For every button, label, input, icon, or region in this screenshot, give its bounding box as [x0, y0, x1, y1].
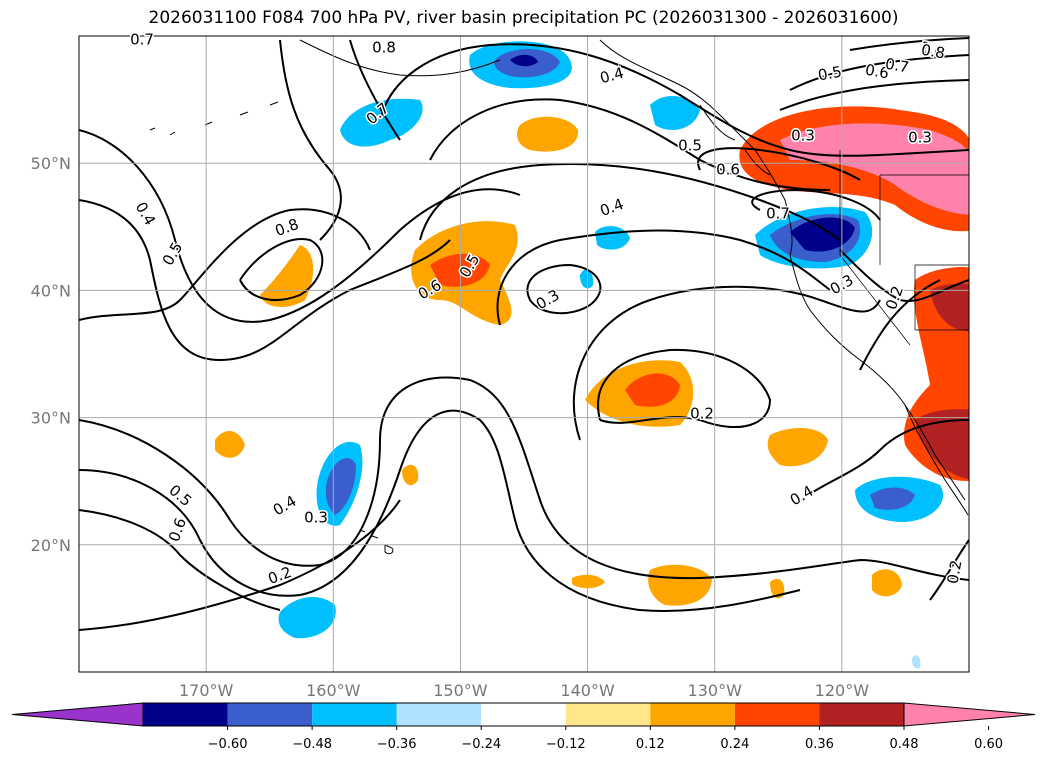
lon-tick-label: 130°W	[688, 681, 743, 700]
lon-tick-label: 160°W	[306, 681, 361, 700]
contour-label: 0.3	[908, 129, 932, 147]
longitude-labels: 170°W 160°W 150°W 140°W 130°W 120°W	[179, 681, 869, 700]
colorbar-segment	[819, 703, 904, 726]
precip-blob-negative	[790, 217, 855, 252]
pv-contour	[239, 238, 324, 301]
colorbar-frame	[142, 702, 905, 727]
pv-contour	[697, 147, 861, 181]
colorbar-tick-label: −0.12	[546, 737, 586, 752]
precip-blob-negative	[580, 269, 594, 289]
colorbar-tick-label: −0.48	[292, 737, 332, 752]
colorbar-extend-low	[11, 702, 144, 727]
pv-contour	[789, 54, 969, 91]
coastline-baja	[904, 404, 969, 516]
colorbar-tick-label: 0.36	[805, 737, 834, 752]
contour-label: 0.3	[304, 509, 328, 527]
pv-contour	[496, 229, 831, 326]
pv-contour	[526, 263, 602, 315]
colorbar: −0.60 −0.48 −0.36 −0.24 −0.12 0.12 0.24 0.36 0.4…	[11, 702, 1036, 752]
pv-contour	[79, 376, 969, 581]
precip-blob-positive	[915, 409, 969, 480]
precip-shading	[215, 41, 969, 669]
pv-contour	[849, 37, 969, 51]
contour-label: 0.5	[678, 137, 702, 155]
pv-contour	[572, 285, 881, 441]
coastline-alaska	[299, 39, 501, 77]
pv-contour	[419, 163, 841, 241]
precip-blob-positive	[872, 569, 902, 597]
precip-blob-positive	[625, 373, 680, 407]
contour-label: 0.6	[716, 161, 740, 179]
precip-blob-positive	[215, 430, 245, 458]
contour-label: 0.2	[690, 405, 714, 423]
precip-blob-negative	[340, 98, 423, 147]
colorbar-tick-label: 0.24	[720, 737, 749, 752]
colorbar-segment	[143, 703, 228, 726]
precip-blob-negative	[650, 95, 700, 130]
pv-contour	[79, 129, 521, 323]
lat-tick-label: 40°N	[31, 281, 71, 300]
colorbar-tick-label: −0.60	[208, 737, 248, 752]
pv-contour	[429, 98, 831, 191]
pv-contour	[799, 419, 969, 501]
precip-blob-positive	[572, 574, 605, 589]
colorbar-tick-label: 0.60	[974, 737, 1003, 752]
colorbar-segment	[227, 703, 313, 726]
pv-contour	[839, 249, 969, 302]
pv-contour	[79, 499, 401, 631]
precip-blob-positive	[780, 123, 969, 215]
colorbar-segment	[481, 703, 566, 726]
latitude-labels: 20°N 30°N 40°N 50°N	[31, 154, 71, 555]
lon-tick-label: 150°W	[433, 681, 488, 700]
precip-blob-negative	[278, 596, 336, 639]
coastline-north-america	[599, 39, 966, 501]
pv-contour	[79, 199, 451, 362]
precip-blob-positive	[770, 578, 785, 599]
lat-tick-label: 50°N	[31, 154, 71, 173]
pv-contour	[751, 188, 881, 221]
coastlines	[149, 39, 969, 555]
map-title: 2026031100 F084 700 hPa PV, river basin …	[148, 8, 899, 28]
contour-label: 0.7	[766, 205, 790, 223]
colorbar-segment	[565, 703, 651, 726]
precip-blob-positive	[260, 245, 314, 307]
pv-contour	[349, 39, 401, 141]
lat-tick-label: 20°N	[31, 536, 71, 555]
contour-label: 0.3	[791, 127, 815, 145]
contour-label: 0.8	[372, 39, 396, 57]
colorbar-segment	[734, 703, 820, 726]
precip-blob-positive	[517, 116, 579, 152]
aleutian-islands	[149, 101, 279, 136]
lon-tick-label: 140°W	[560, 681, 615, 700]
colorbar-segment	[396, 703, 482, 726]
colorbar-tick-label: 0.12	[636, 737, 665, 752]
colorbar-tick-label: −0.24	[461, 737, 501, 752]
colorbar-extend-high	[903, 702, 1036, 727]
lon-tick-label: 170°W	[179, 681, 234, 700]
lon-tick-label: 120°W	[815, 681, 870, 700]
pv-contour	[859, 279, 941, 371]
precip-blob-positive	[930, 283, 969, 331]
precip-blob-negative	[911, 655, 921, 669]
precip-blob-positive	[402, 464, 419, 486]
contour-label: 0.7	[130, 31, 154, 49]
colorbar-tick-label: −0.36	[377, 737, 417, 752]
colorbar-segment	[650, 703, 735, 726]
plot-frame	[78, 35, 970, 673]
pv-contour	[379, 43, 969, 157]
pv-contour	[929, 539, 969, 601]
pv-contour	[279, 39, 342, 241]
colorbar-tick-label: 0.48	[890, 737, 919, 752]
precip-blob-positive	[648, 564, 712, 606]
pv-contour	[779, 79, 969, 111]
lat-tick-label: 30°N	[31, 409, 71, 428]
gridlines	[79, 36, 969, 672]
precip-blob-negative	[870, 487, 915, 510]
precip-blob-negative	[510, 54, 538, 67]
pv-contour	[79, 208, 371, 321]
colorbar-segment	[312, 703, 397, 726]
precip-blob-positive	[767, 428, 828, 467]
